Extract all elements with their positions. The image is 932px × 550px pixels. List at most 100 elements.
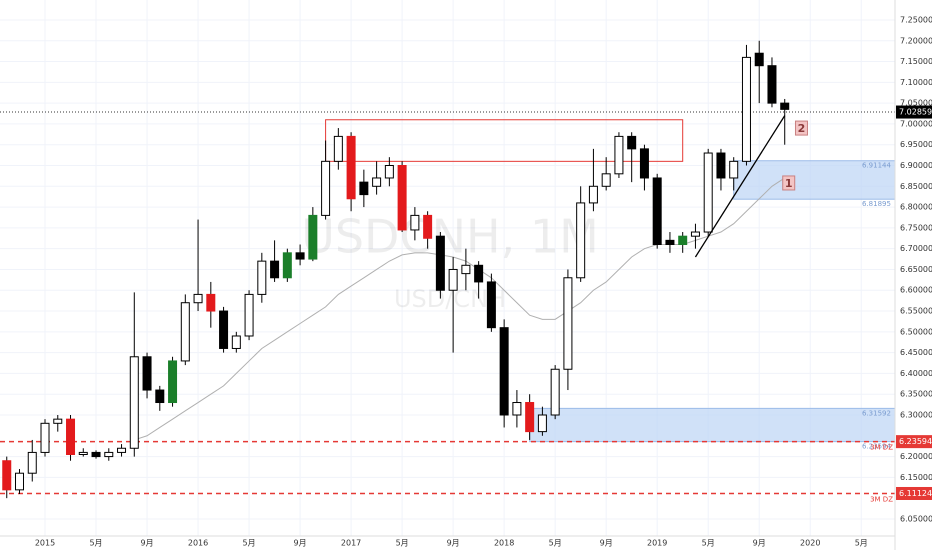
marker-label: 2 bbox=[798, 122, 806, 135]
x-tick-label: 2017 bbox=[341, 539, 361, 548]
candle-body bbox=[678, 235, 688, 246]
candle-body bbox=[665, 239, 675, 246]
y-tick-label: 7.10000 bbox=[900, 78, 932, 87]
candle-body bbox=[193, 293, 203, 304]
y-tick-label: 7.00000 bbox=[900, 119, 932, 128]
candle-body bbox=[219, 310, 229, 349]
candle-body bbox=[282, 252, 292, 279]
x-tick-label: 9月 bbox=[600, 539, 613, 548]
x-tick-label: 9月 bbox=[753, 539, 766, 548]
candle-body bbox=[359, 181, 369, 196]
candle-body bbox=[614, 135, 624, 175]
y-tick-label: 7.25000 bbox=[900, 15, 932, 24]
candle-body bbox=[308, 214, 318, 260]
candle-body bbox=[474, 264, 484, 283]
candle-body bbox=[257, 260, 267, 295]
candle-body bbox=[754, 52, 764, 67]
candle-body bbox=[295, 252, 305, 260]
y-tick-label: 6.80000 bbox=[900, 203, 932, 212]
x-tick-label: 5月 bbox=[702, 539, 715, 548]
y-tick-label: 6.75000 bbox=[900, 223, 932, 232]
candle-body bbox=[40, 422, 50, 453]
x-tick-label: 5月 bbox=[396, 539, 409, 548]
candle-body bbox=[716, 152, 726, 179]
candle-body bbox=[180, 302, 190, 362]
y-tick-label: 7.05000 bbox=[900, 99, 932, 108]
y-tick-label: 7.15000 bbox=[900, 57, 932, 66]
x-tick-label: 2018 bbox=[494, 539, 514, 548]
y-tick-label: 6.55000 bbox=[900, 307, 932, 316]
candle-body bbox=[448, 268, 458, 291]
x-tick-label: 5月 bbox=[243, 539, 256, 548]
price-label-box bbox=[896, 435, 932, 449]
price-label-box bbox=[896, 486, 932, 500]
candle-body bbox=[652, 177, 662, 246]
candle-body bbox=[78, 451, 88, 455]
zone-top-label: 6.91144 bbox=[862, 162, 891, 170]
candle-body bbox=[2, 460, 12, 491]
candle-body bbox=[423, 214, 433, 239]
zone-bottom-label: 6.23594 bbox=[862, 443, 891, 451]
candle-body bbox=[372, 177, 382, 187]
trendline bbox=[694, 115, 786, 258]
x-tick-label: 9月 bbox=[447, 539, 460, 548]
candle-body bbox=[639, 148, 649, 179]
candle-body bbox=[780, 102, 790, 110]
candle-body bbox=[244, 293, 254, 337]
candle-body bbox=[155, 389, 165, 404]
candle-body bbox=[231, 335, 241, 349]
candle-body bbox=[66, 418, 76, 455]
y-tick-label: 6.70000 bbox=[900, 244, 932, 253]
candle-body bbox=[117, 447, 127, 453]
candle-body bbox=[525, 402, 535, 433]
x-axis-panel bbox=[0, 536, 895, 550]
price-label: 6.23594 bbox=[899, 437, 932, 446]
y-tick-label: 7.20000 bbox=[900, 36, 932, 45]
candle-body bbox=[333, 135, 343, 162]
zone-top-label: 6.31592 bbox=[862, 409, 891, 417]
x-tick-label: 5月 bbox=[855, 539, 868, 548]
price-label: 6.11124 bbox=[899, 489, 932, 498]
x-tick-label: 2020 bbox=[800, 539, 820, 548]
price-label-box bbox=[896, 105, 932, 119]
x-tick-label: 5月 bbox=[89, 539, 102, 548]
x-tick-label: 2019 bbox=[647, 539, 667, 548]
y-tick-label: 6.90000 bbox=[900, 161, 932, 170]
y-tick-label: 6.85000 bbox=[900, 182, 932, 191]
y-tick-label: 6.95000 bbox=[900, 140, 932, 149]
x-tick-label: 9月 bbox=[140, 539, 153, 548]
candle-body bbox=[461, 264, 471, 275]
level-label: 3M DZ bbox=[870, 444, 893, 452]
demand-zone bbox=[733, 160, 896, 200]
x-tick-label: 2016 bbox=[188, 539, 208, 548]
candle-body bbox=[142, 356, 152, 391]
marker-label: 1 bbox=[785, 177, 793, 190]
candle-body bbox=[627, 135, 637, 150]
x-tick-label: 9月 bbox=[294, 539, 307, 548]
candle-body bbox=[321, 160, 331, 216]
candle-body bbox=[168, 360, 178, 404]
candle-body bbox=[550, 368, 560, 416]
candle-body bbox=[486, 281, 496, 329]
y-tick-label: 6.50000 bbox=[900, 327, 932, 336]
candle-body bbox=[690, 231, 700, 237]
candle-body bbox=[15, 472, 25, 491]
candle-body bbox=[91, 451, 101, 458]
candle-body bbox=[576, 202, 586, 279]
candle-body bbox=[499, 327, 509, 416]
y-tick-label: 6.45000 bbox=[900, 348, 932, 357]
candle-body bbox=[27, 451, 37, 474]
y-tick-label: 6.20000 bbox=[900, 452, 932, 461]
watermark-title: USDCNH, 1M bbox=[301, 210, 599, 264]
candle-body bbox=[384, 164, 394, 179]
candle-body bbox=[270, 260, 280, 279]
candle-body bbox=[53, 418, 63, 424]
candle-body bbox=[435, 235, 445, 291]
candle-body bbox=[129, 356, 139, 449]
candle-body bbox=[729, 160, 739, 179]
moving-average bbox=[134, 177, 785, 441]
x-tick-label: 5月 bbox=[549, 539, 562, 548]
candle-body bbox=[346, 135, 356, 200]
